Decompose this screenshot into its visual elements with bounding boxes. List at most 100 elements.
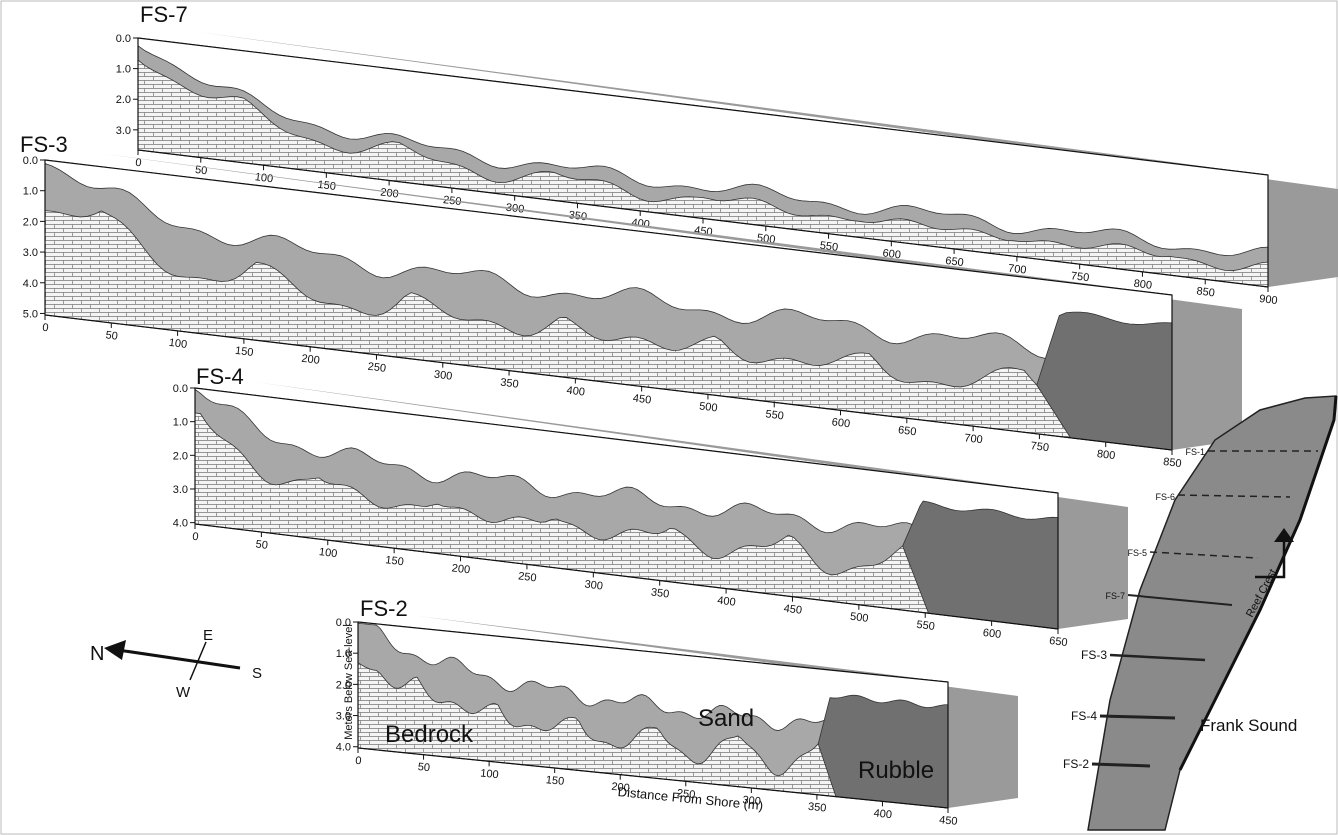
distance-tick-label: 400 [717,595,737,609]
distance-tick-label: 150 [545,774,564,788]
depth-tick-label: 4.0 [173,518,188,530]
depth-tick-label: 1.0 [173,417,188,429]
depth-tick-label: 1.0 [116,64,131,76]
depth-tick-label: 3.0 [173,484,188,496]
distance-tick-label: 50 [105,329,119,342]
compass-e: E [203,627,213,644]
depth-tick-label: 0.0 [116,33,131,45]
water [358,622,948,741]
distance-tick-label: 550 [916,619,936,633]
distance-tick-label: 100 [168,337,188,351]
distance-tick-label: 0 [355,755,362,768]
compass: N E W S [90,627,262,701]
depth-tick-label: 2.0 [173,450,188,462]
distance-tick-label: 800 [1133,278,1153,292]
distance-tick-label: 100 [318,546,338,560]
transect-label: FS-1 [1185,447,1205,457]
panel-label: FS-3 [20,132,68,157]
panel-label: FS-7 [140,2,188,27]
water [138,38,1268,256]
distance-tick-label: 50 [417,761,430,774]
distance-tick-label: 450 [632,392,652,406]
distance-tick-label: 700 [1007,263,1027,277]
distance-tick-label: 100 [254,171,274,185]
depth-tick-label: 0.0 [23,155,38,167]
back-plane [418,616,1018,808]
transect-label: FS-2 [1063,757,1089,771]
compass-n: N [90,643,104,665]
distance-tick-label: 250 [367,361,387,375]
compass-w: W [176,684,191,701]
depth-tick-label: 2.0 [116,94,131,106]
profile-panel: FS-2 0.0 1.0 2.0 3.0 4.0 0 50 100 150 200 250 300 350… [336,596,1018,828]
place-label: Frank Sound [1200,716,1297,735]
distance-tick-label: 200 [380,186,400,200]
rubble-label: Rubble [858,757,934,784]
depth-tick-label: 3.0 [23,247,38,259]
distance-tick-label: 500 [849,611,869,625]
distance-tick-label: 400 [873,807,892,821]
distance-tick-label: 0 [135,157,143,170]
distance-tick-label: 100 [480,767,499,781]
depth-tick-label: 3.0 [116,125,131,137]
distance-tick-label: 700 [964,432,984,446]
site-map: Reef Crest Frank Sound FS-1FS-6FS-5FS-7F… [1063,395,1338,831]
distance-tick-label: 600 [982,627,1002,641]
bedrock-label: Bedrock [385,721,474,748]
sand-label: Sand [698,705,754,732]
distance-tick-label: 300 [433,369,453,383]
rubble [817,684,949,809]
distance-tick-label: 550 [765,408,785,422]
panel-label: FS-4 [196,364,244,389]
depth-tick-label: 4.0 [336,742,351,754]
depth-tick-label: 4.0 [23,278,38,290]
distance-tick-label: 250 [676,787,695,801]
distance-tick-label: 750 [1070,270,1090,284]
distance-tick-label: 850 [1196,285,1216,299]
distance-tick-label: 650 [1049,635,1069,649]
distance-tick-label: 350 [807,801,826,815]
depth-tick-label: 2.0 [23,216,38,228]
distance-tick-label: 400 [566,385,586,399]
distance-tick-label: 350 [650,586,670,600]
profiles: FS-7 0.0 1.0 2.0 3.0 0 50 100 150 200 250 300 350 400… [20,2,1338,828]
distance-tick-label: 600 [831,416,851,430]
distance-tick-label: 450 [939,814,958,828]
distance-tick-label: 650 [945,255,965,269]
distance-tick-label: 300 [742,794,761,808]
distance-tick-label: 350 [568,209,588,223]
distance-tick-label: 500 [698,400,718,414]
profile-panel: FS-4 0.0 1.0 2.0 3.0 4.0 0 50 100 150 200 250 300 350… [173,364,1128,649]
depth-tick-label: 1.0 [336,648,351,660]
depth-tick-label: 0.0 [173,383,188,395]
distance-tick-label: 150 [234,345,254,359]
profile-panel: FS-70.01.02.03.0050100150200250300350400… [116,2,1338,307]
distance-tick-label: 0 [192,531,200,544]
depth-tick-label: 1.0 [23,186,38,198]
rubble [902,495,1059,630]
distance-tick-label: 300 [584,578,604,592]
depth-tick-label: 2.0 [336,679,351,691]
distance-tick-label: 200 [611,781,630,795]
panel-label: FS-2 [360,596,408,621]
compass-s: S [252,665,262,682]
transect-label: FS-6 [1155,492,1175,502]
distance-tick-label: 150 [385,554,405,568]
depth-tick-label: 0.0 [336,617,351,629]
transect-label: FS-7 [1105,591,1125,601]
y-axis-label: Meters Below Sea-level [343,624,355,740]
distance-tick-label: 200 [301,353,321,367]
transect-label: FS-4 [1071,709,1097,723]
transect-label: FS-5 [1127,548,1147,558]
distance-tick-label: 850 [1163,456,1183,470]
distance-tick-label: 50 [194,164,208,177]
distance-tick-label: 50 [255,538,269,551]
depth-tick-label: 5.0 [23,308,38,320]
distance-tick-label: 900 [1259,293,1279,307]
distance-tick-label: 0 [42,322,50,335]
distance-tick-label: 350 [500,377,520,391]
distance-tick-label: 750 [1030,440,1050,454]
depth-tick-label: 3.0 [336,711,351,723]
water [195,388,1058,553]
